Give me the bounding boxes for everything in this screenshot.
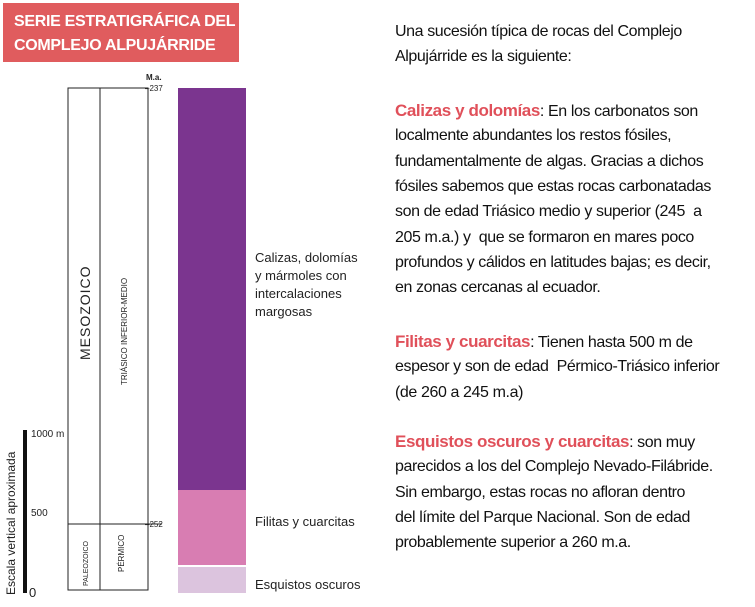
paragraph-text: espesor y son de edad Pérmico-Triásico i…	[395, 358, 720, 376]
intro-line: Alpujárride es la siguiente:	[395, 48, 572, 66]
paragraph-line: Filitas y cuarcitas: Tienen hasta 500 m …	[395, 332, 693, 353]
scale-label: Escala vertical aproximada	[4, 451, 18, 595]
layer-label: Filitas y cuarcitas	[255, 514, 355, 529]
stratigraphic-diagram: SERIE ESTRATIGRÁFICA DEL COMPLEJO ALPUJÁ…	[3, 3, 361, 600]
paragraph-line: (de 260 a 245 m.a)	[395, 383, 523, 403]
paragraph-text: 205 m.a.) y que se formaron en mares poc…	[395, 228, 694, 246]
paragraph-text: localmente abundantes los restos fósiles…	[395, 127, 672, 145]
layer-schist	[178, 567, 246, 593]
paragraph-line: Esquistos oscuros y cuarcitas: son muy	[395, 432, 695, 453]
scale-tick-label: 500	[31, 508, 48, 519]
paragraph-text: Sin embargo, estas rocas no afloran dent…	[395, 483, 686, 501]
paragraph-line: fundamentalmente de algas. Gracias a dic…	[395, 152, 704, 172]
layer-limestone	[178, 88, 246, 490]
paragraph-text: del límite del Parque Nacional. Son de e…	[395, 508, 691, 526]
layer-label: Esquistos oscuros	[255, 577, 361, 592]
age-label: –237	[145, 84, 163, 93]
period-label: TRIÁSICO INFERIOR-MEDIO	[120, 278, 129, 385]
section-heading: Calizas y dolomías	[395, 101, 540, 120]
paragraph-line: Sin embargo, estas rocas no afloran dent…	[395, 483, 685, 503]
age-label: –252	[145, 520, 163, 529]
paragraph-text: : Tienen hasta 500 m de	[530, 334, 693, 351]
section-heading: Filitas y cuarcitas	[395, 332, 531, 351]
paragraph-line: Calizas y dolomías: En los carbonatos so…	[395, 101, 698, 122]
scale-tick-label: 0	[29, 585, 36, 600]
layer-phyllite	[178, 490, 246, 565]
paragraph-text: : son muy	[629, 434, 695, 451]
paragraph-text: en zonas cercanas al ecuador.	[395, 279, 601, 297]
paragraph-line: probablemente superior a 260 m.a.	[395, 533, 631, 553]
scale-tick-label: 1000 m	[31, 429, 64, 440]
paragraph-text: son de edad Triásico medio y superior (2…	[395, 203, 702, 221]
layer-labels: Calizas, dolomías y mármoles con intercala…	[255, 250, 361, 592]
paragraph-line: profundos y cálidos en latitudes bajas; …	[395, 253, 711, 273]
paragraph-text: : En los carbonatos son	[539, 103, 698, 120]
title-box	[3, 3, 239, 62]
paragraph-text: fundamentalmente de algas. Gracias a dic…	[395, 152, 704, 170]
title-line: COMPLEJO ALPUJÁRRIDE	[14, 35, 216, 54]
intro-line: Una sucesión típica de rocas del Complej…	[395, 23, 682, 40]
section-heading: Esquistos oscuros y cuarcitas	[395, 432, 630, 451]
paragraph-line: localmente abundantes los restos fósiles…	[395, 126, 672, 146]
title-line: SERIE ESTRATIGRÁFICA DEL	[14, 11, 236, 30]
paragraph-line: espesor y son de edad Pérmico-Triásico i…	[395, 357, 720, 377]
paragraph-line: parecidos a los del Complejo Nevado-Filá…	[395, 457, 713, 477]
paragraph-text: probablemente superior a 260 m.a.	[395, 534, 631, 552]
paragraph-line: fósiles sabemos que estas rocas carbonat…	[395, 177, 711, 197]
paragraph-line: en zonas cercanas al ecuador.	[395, 278, 601, 298]
age-unit: M.a.	[146, 73, 162, 82]
layer-label: Calizas, dolomías	[255, 250, 358, 265]
paragraph-line: 205 m.a.) y que se formaron en mares poc…	[395, 228, 694, 248]
layer-label: margosas	[255, 304, 313, 319]
column-box	[67, 87, 149, 591]
period-label: PÉRMICO	[117, 535, 126, 572]
era-label: MESOZOICO	[77, 265, 93, 360]
era-label: PALEOZOICO	[83, 540, 90, 586]
layer-label: intercalaciones	[255, 286, 342, 301]
layer-label: y mármoles con	[255, 268, 347, 283]
paragraph-line: son de edad Triásico medio y superior (2…	[395, 202, 702, 222]
paragraph-text: parecidos a los del Complejo Nevado-Filá…	[395, 458, 713, 476]
paragraph-text: profundos y cálidos en latitudes bajas; …	[395, 253, 711, 271]
paragraph-text: (de 260 a 245 m.a)	[395, 383, 523, 401]
paragraph-text: fósiles sabemos que estas rocas carbonat…	[395, 177, 711, 195]
paragraph-line: del límite del Parque Nacional. Son de e…	[395, 508, 690, 528]
